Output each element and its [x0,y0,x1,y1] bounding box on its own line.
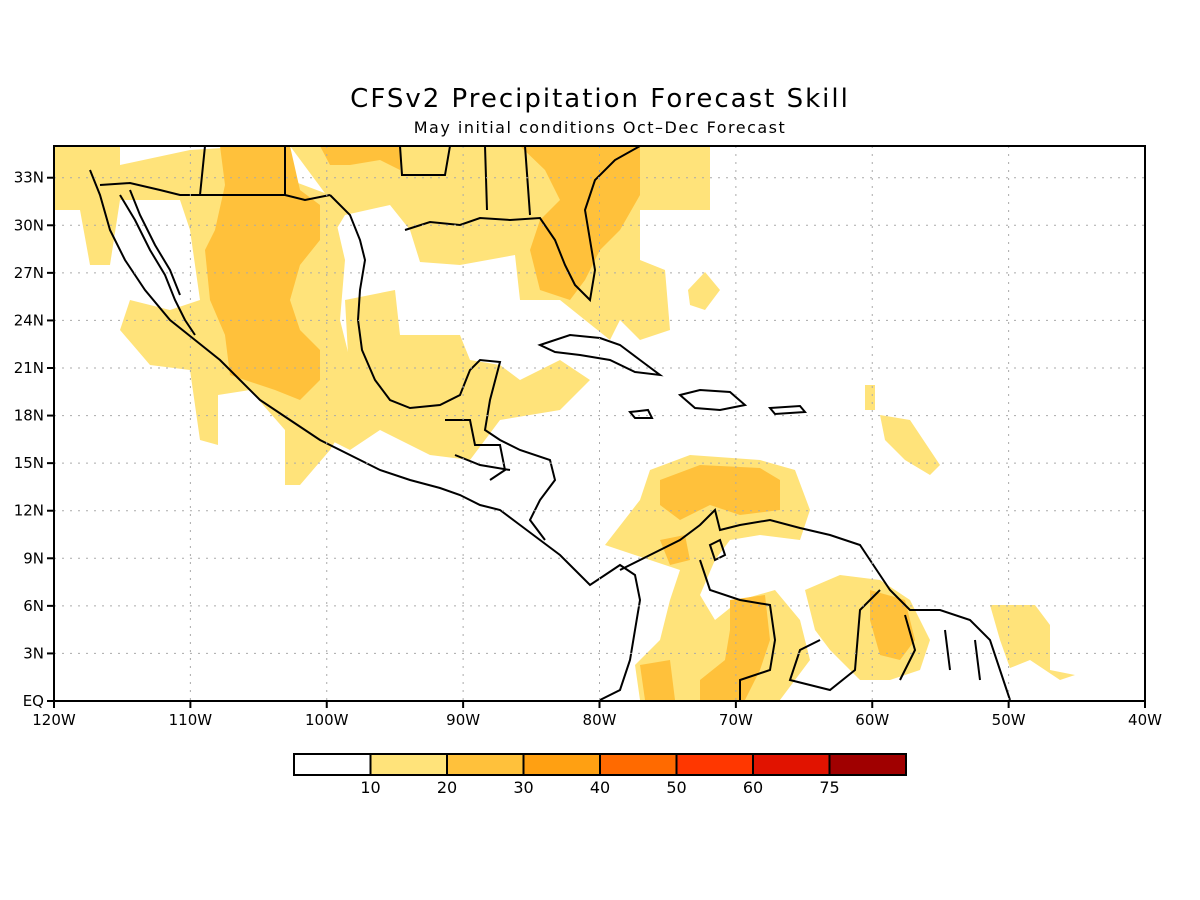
x-tick-label: 100W [305,711,349,729]
border-colombia-venezuela [699,559,777,700]
map-title: CFSv2 Precipitation Forecast Skill [350,84,850,114]
colorbar-label: 20 [437,778,457,797]
x-tick-label: 50W [992,711,1026,729]
y-tick-label: 9N [23,549,44,567]
colorbar-swatch [675,753,754,776]
colorbar: 10 20 30 40 50 60 75 [293,753,907,797]
colorbar-swatch [293,753,372,776]
colorbar-label: 10 [360,778,380,797]
coastline-south-america-north [619,508,1011,701]
colorbar-label: 60 [743,778,763,797]
map-frame: 120W 110W 100W 90W 80W 70W 60W 50W 40W EQ 3N 6N 9N 1… [14,145,1162,729]
y-tick-label: 12N [14,502,44,520]
y-tick-label: 24N [14,311,44,329]
skill-core-venezuela-west [660,535,690,565]
colorbar-swatch [522,753,601,776]
colorbar-label: 50 [666,778,686,797]
coastline-cuba [537,333,664,377]
skill-core-florida [520,146,640,300]
skill-region-atlantic-ne [990,605,1075,680]
y-tick-label: 6N [23,597,44,615]
skill-core-us-east [320,146,400,170]
y-tick-label: EQ [23,692,44,710]
grid-lines [54,146,1145,701]
x-tick-label: 120W [32,711,76,729]
colorbar-label: 75 [819,778,839,797]
colorbar-label: 30 [513,778,533,797]
x-tick-label: 70W [719,711,753,729]
colorbar-swatch [828,753,907,776]
border-guyanas [899,614,981,681]
coastline-puerto-rico [767,404,808,416]
skill-core-caribbean [660,465,780,520]
map-subtitle: May initial conditions Oct–Dec Forecast [413,118,787,137]
colorbar-swatch [369,753,448,776]
x-tick-label: 110W [169,711,213,729]
colorbar-swatch [446,753,525,776]
skill-region-leeward [865,385,940,475]
coastline-jamaica [628,408,654,419]
skill-core-guyana [870,590,915,660]
skill-core-colombia [700,595,770,700]
x-tick-label: 60W [855,711,889,729]
y-tick-label: 33N [14,169,44,187]
y-tick-label: 18N [14,407,44,425]
x-tick-label: 40W [1128,711,1162,729]
coastline-hispaniola [677,388,748,412]
skill-core-south [640,660,675,700]
skill-shading [54,146,1075,700]
coastline-baja [119,189,196,336]
coastline-maracaibo [708,538,727,562]
coastline-mexico-pacific [89,169,642,701]
x-tick-label: 80W [583,711,617,729]
colorbar-swatch [752,753,831,776]
colorbar-label: 40 [590,778,610,797]
x-ticks: 120W 110W 100W 90W 80W 70W 60W 50W 40W [32,701,1162,729]
skill-region-gulf-west [330,290,590,460]
y-tick-label: 21N [14,359,44,377]
border-venezuela-brazil [788,589,881,692]
y-ticks: EQ 3N 6N 9N 12N 15N 18N 21N 24N 27N 30N 33N [14,169,54,710]
border-us-mexico [99,145,531,216]
colorbar-swatch [599,753,678,776]
y-tick-label: 27N [14,264,44,282]
y-tick-label: 3N [23,644,44,662]
coastline-us-gulf [404,145,641,303]
x-tick-label: 90W [446,711,480,729]
y-tick-label: 15N [14,454,44,472]
coastlines [89,145,1011,701]
skill-region-bahamas-east [688,272,720,310]
y-tick-label: 30N [14,216,44,234]
